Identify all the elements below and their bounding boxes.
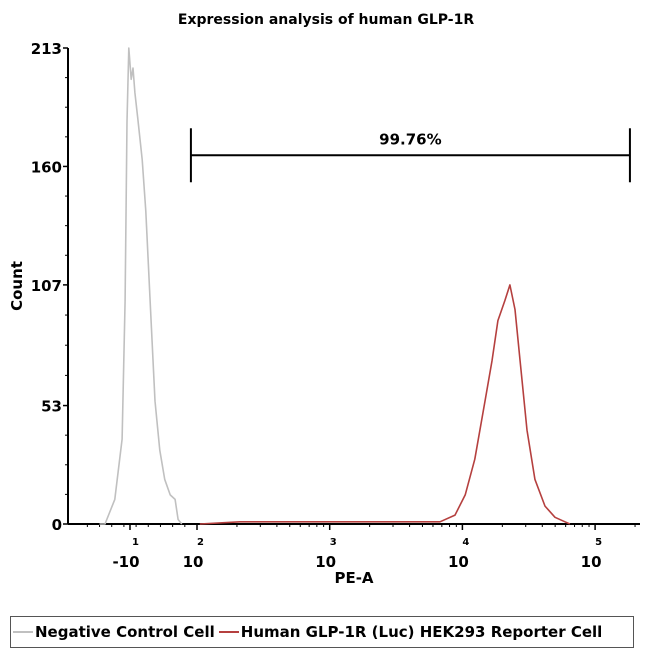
chart-title: Expression analysis of human GLP-1R bbox=[178, 12, 474, 28]
y-tick-label: 160 bbox=[31, 158, 62, 176]
legend-item-glp1r: Human GLP-1R (Luc) HEK293 Reporter Cell bbox=[218, 623, 603, 641]
legend: Negative Control Cell Human GLP-1R (Luc)… bbox=[10, 616, 634, 648]
x-tick-label-base: 10 bbox=[183, 553, 204, 571]
x-tick-label-exponent: 1 bbox=[132, 537, 139, 548]
y-tick-label: 213 bbox=[31, 40, 62, 58]
y-tick-label: 107 bbox=[31, 277, 62, 295]
x-axis-label: PE-A bbox=[334, 569, 373, 587]
legend-label: Negative Control Cell bbox=[35, 623, 215, 641]
x-tick-label-base: 10 bbox=[315, 553, 336, 571]
legend-label: Human GLP-1R (Luc) HEK293 Reporter Cell bbox=[240, 623, 603, 641]
y-tick-label: 0 bbox=[52, 516, 62, 534]
x-tick-label-base: 10 bbox=[581, 553, 602, 571]
x-tick-label-base: -10 bbox=[112, 553, 139, 571]
legend-swatch bbox=[218, 631, 239, 633]
x-tick-label-exponent: 2 bbox=[197, 537, 204, 548]
x-tick-label-exponent: 5 bbox=[595, 537, 602, 548]
histogram-series-0 bbox=[99, 47, 183, 525]
gate-percentage-label: 99.76% bbox=[379, 130, 441, 148]
x-tick-label-exponent: 3 bbox=[330, 537, 337, 548]
histogram-chart: Expression analysis of human GLP-1R Coun… bbox=[8, 12, 640, 587]
x-tick-label-base: 10 bbox=[448, 553, 469, 571]
legend-swatch bbox=[13, 631, 33, 633]
x-tick-label-exponent: 4 bbox=[462, 537, 469, 548]
histogram-series-1 bbox=[199, 284, 571, 525]
y-axis-label: Count bbox=[8, 261, 26, 311]
legend-item-negative-control: Negative Control Cell bbox=[13, 623, 215, 641]
y-tick-label: 53 bbox=[41, 398, 62, 416]
